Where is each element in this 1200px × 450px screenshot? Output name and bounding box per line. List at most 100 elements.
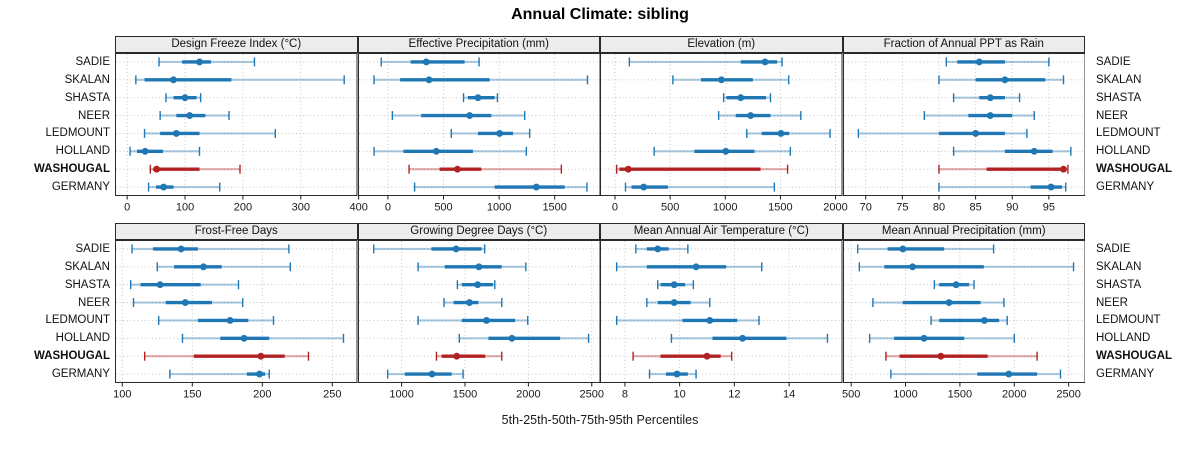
panel-strip-title: Mean Annual Precipitation (mm) (881, 225, 1046, 237)
x-tick-label: 400 (349, 202, 367, 214)
error-bar-ledmount (929, 315, 1008, 325)
median-dot (141, 147, 149, 155)
x-tick-label: 150 (183, 389, 201, 401)
panel-strip-title: Fraction of Annual PPT as Rain (883, 38, 1044, 50)
panel-strip: Growing Degree Days (°C) (357, 223, 600, 240)
median-dot (654, 245, 662, 253)
error-bar-skalan (615, 262, 763, 272)
site-label-left: SHASTA (64, 91, 110, 104)
x-tick-label: 1500 (947, 389, 971, 401)
panel-plot (842, 53, 1085, 196)
median-dot (240, 334, 248, 342)
median-dot (432, 147, 440, 155)
x-tick-label: 12 (728, 389, 740, 401)
error-bar-holland (372, 146, 527, 156)
panel-strip-title: Growing Degree Days (°C) (410, 225, 548, 237)
error-bar-ledmount (416, 315, 528, 325)
median-dot (1001, 76, 1008, 84)
site-label-right: SADIE (1096, 242, 1131, 255)
median-dot (177, 245, 185, 253)
x-tick-label: 2500 (579, 389, 603, 401)
error-bar-ledmount (143, 128, 277, 138)
error-bar-germany (648, 369, 697, 379)
error-bar-skalan (416, 262, 527, 272)
x-tick-label: 95 (1042, 202, 1054, 214)
error-bar-shasta (462, 93, 498, 103)
site-label-right: HOLLAND (1096, 332, 1151, 345)
panel-plot (842, 240, 1085, 383)
error-bar-holland (670, 333, 829, 343)
error-bar-sadie (635, 244, 689, 254)
median-dot (1030, 147, 1038, 155)
median-dot (908, 263, 916, 271)
error-bar-sadie (380, 57, 480, 67)
panel-plot (115, 53, 358, 196)
site-label-right: WASHOUGAL (1096, 350, 1173, 363)
chart-title: Annual Climate: sibling (511, 6, 689, 23)
x-tick-label: 200 (253, 389, 271, 401)
panel-strip: Elevation (m) (600, 36, 843, 53)
median-dot (425, 76, 432, 84)
site-label-right: LEDMOUNT (1096, 314, 1161, 327)
median-dot (898, 245, 906, 253)
median-dot (181, 94, 189, 102)
error-bar-neer (159, 111, 230, 121)
median-dot (936, 352, 944, 360)
error-bar-holland (653, 146, 792, 156)
median-dot (673, 370, 681, 378)
x-tick-label: 200 (234, 202, 252, 214)
error-bar-washougal (149, 164, 241, 174)
site-label-right: NEER (1096, 296, 1128, 309)
median-dot (422, 58, 430, 66)
error-bar-germany (413, 182, 588, 192)
median-dot (986, 112, 994, 119)
error-bar-shasta (129, 280, 240, 290)
error-bar-sadie (856, 244, 994, 254)
x-tick-label: 80 (932, 202, 944, 214)
site-label-left: SADIE (75, 242, 110, 255)
panel-strip-title: Elevation (m) (687, 38, 756, 50)
error-bar-neer (132, 298, 244, 308)
error-bar-washougal (615, 164, 789, 174)
panel-strip-title: Effective Precipitation (mm) (408, 38, 549, 50)
median-dot (452, 245, 460, 253)
median-dot (495, 130, 503, 137)
site-label-left: SHASTA (64, 278, 110, 291)
median-dot (181, 299, 189, 306)
median-dot (703, 352, 711, 360)
median-dot (777, 130, 785, 137)
x-tick-label: 2000 (516, 389, 540, 401)
x-axis: 0 100 200 300 400 (124, 196, 368, 214)
x-axis: 100 150 200 250 (113, 383, 341, 401)
site-label-right: SADIE (1096, 55, 1131, 68)
x-tick-label: 1500 (452, 389, 476, 401)
median-dot (980, 317, 988, 324)
median-dot (739, 334, 746, 342)
median-dot (153, 165, 161, 173)
site-label-right: GERMANY (1096, 368, 1155, 381)
x-tick-label: 100 (113, 389, 131, 401)
panel-strip-title: Mean Annual Air Temperature (°C) (633, 225, 809, 237)
panel-plot (600, 240, 843, 383)
error-bar-sadie (158, 57, 256, 67)
site-label-left: HOLLAND (55, 145, 110, 158)
x-tick-label: 14 (783, 389, 795, 401)
panel-strip: Frost-Free Days (115, 223, 358, 240)
panel-plot (600, 53, 843, 196)
error-bar-washougal (143, 351, 310, 361)
x-tick-label: 1000 (713, 202, 737, 214)
site-label-right: LEDMOUNT (1096, 127, 1161, 140)
median-dot (975, 58, 983, 66)
error-bar-shasta (722, 93, 772, 103)
site-label-left: LEDMOUNT (45, 127, 110, 140)
median-dot (1047, 183, 1054, 191)
x-tick-label: 0 (612, 202, 618, 214)
median-dot (920, 334, 927, 342)
error-bar-washougal (884, 351, 1038, 361)
error-bar-neer (717, 111, 802, 121)
x-tick-label: 2000 (1002, 389, 1026, 401)
median-dot (474, 94, 481, 102)
error-bar-germany (147, 182, 221, 192)
median-dot (465, 112, 473, 119)
